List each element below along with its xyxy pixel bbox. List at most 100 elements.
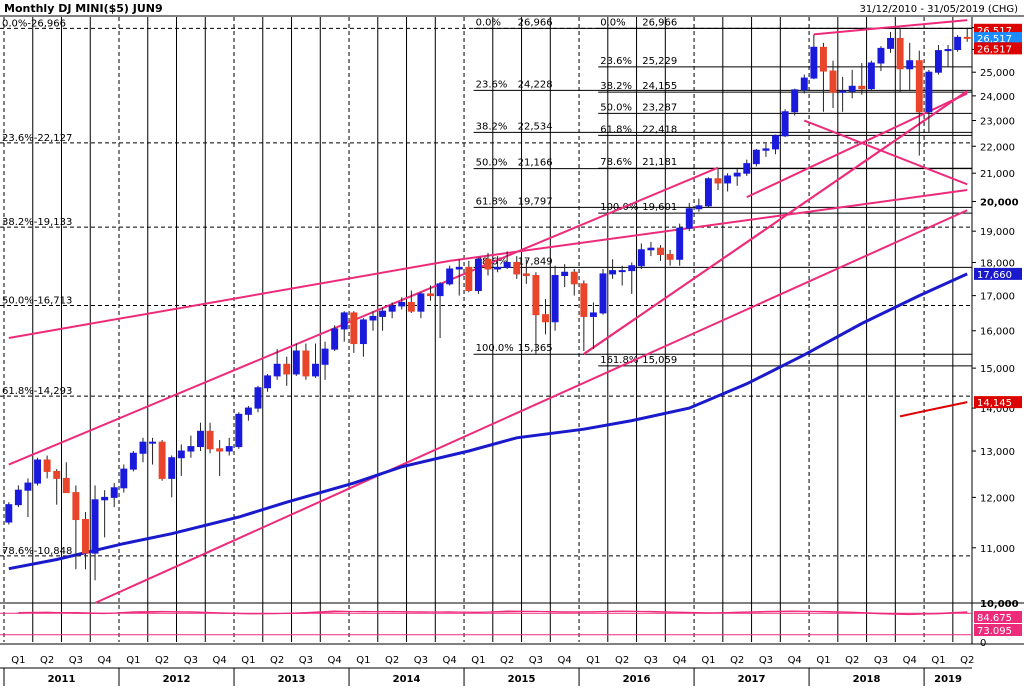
candle-body <box>657 247 664 256</box>
candle-body <box>589 312 597 317</box>
quarter-label: Q1 <box>126 655 140 666</box>
osc-badge-b-box <box>974 624 1022 636</box>
trendline <box>8 259 450 340</box>
fib-level-pct: 61.8% <box>476 196 508 207</box>
fib-level-value: 25,229 <box>642 56 677 67</box>
candle-body <box>417 293 425 312</box>
candle-body <box>5 504 13 523</box>
fib-level-value: 15,365 <box>518 343 553 354</box>
fib-level-pct: 100.0% <box>600 202 638 213</box>
candle-body <box>896 37 904 70</box>
quarter-label: Q4 <box>558 655 572 666</box>
candle-body <box>206 430 214 450</box>
candle-body <box>580 283 588 317</box>
quarter-label: Q3 <box>759 655 773 666</box>
candle-body <box>474 258 482 292</box>
candle-body <box>72 492 80 521</box>
fib-level-pct: 0.0% <box>600 17 625 28</box>
candle-body <box>877 47 885 64</box>
fib-level-value: 19,601 <box>642 202 677 213</box>
fib-level-label: 61.8%-14,293 <box>2 386 72 397</box>
candle-body <box>858 85 866 90</box>
candle-body <box>34 459 42 484</box>
candle-body <box>427 293 434 297</box>
candle-body <box>666 254 674 260</box>
y-tick-label: 14,000 <box>980 404 1015 415</box>
candle-body <box>867 62 875 90</box>
quarter-label: Q3 <box>299 655 313 666</box>
fib-level-pct: 50.0% <box>476 158 508 169</box>
quarter-label: Q3 <box>184 655 198 666</box>
x-axis: Q1 Q2 Q3 Q4 Q1 Q2 Q3 Q4 Q1 Q2 Q3 Q4 Q1 Q2 Q3 Q4 Q1 Q2 Q3 Q4… <box>0 655 974 686</box>
quarter-label: Q3 <box>529 655 543 666</box>
fib-level-value: 17,849 <box>518 256 553 267</box>
fib-level-pct: 61.8% <box>600 124 632 135</box>
y-tick-label: 25,000 <box>980 68 1015 79</box>
candle-body <box>331 328 339 350</box>
y-tick-label: 19,000 <box>980 227 1015 238</box>
price-badge-label: 26,517 <box>977 44 1012 55</box>
candle-body <box>91 499 99 554</box>
candle-body <box>436 283 444 297</box>
year-label: 2019 <box>934 674 962 685</box>
quarter-label: Q1 <box>356 655 370 666</box>
fib-level-value: 22,418 <box>642 124 677 135</box>
price-badge-label: 26,517 <box>977 26 1012 37</box>
quarter-label: Q2 <box>500 655 514 666</box>
candle-body <box>321 348 329 365</box>
price-badge-box <box>974 267 1022 280</box>
fib-level-value: 26,966 <box>518 17 553 28</box>
candle-body <box>101 496 109 501</box>
y-tick-label: 20,000 <box>980 197 1019 208</box>
candle-body <box>810 46 818 79</box>
y-tick-label: 15,000 <box>980 364 1015 375</box>
quarter-label: Q4 <box>98 655 112 666</box>
candle-body <box>177 450 185 459</box>
candle-body <box>379 310 387 317</box>
candles <box>5 28 971 581</box>
quarter-label: Q4 <box>903 655 917 666</box>
candle-body <box>628 265 636 272</box>
candle-body <box>407 301 415 312</box>
y-tick-label: 24,000 <box>980 92 1015 103</box>
fib-level-value: 21,166 <box>518 158 553 169</box>
quarter-label: Q1 <box>816 655 830 666</box>
fib-level-value: 23,287 <box>642 102 677 113</box>
candle-body <box>225 446 233 452</box>
candle-body <box>522 273 530 277</box>
candle-body <box>350 312 358 345</box>
candle-body <box>197 430 204 448</box>
quarter-label: Q4 <box>328 655 342 666</box>
candle-body <box>772 135 779 150</box>
year-label: 2012 <box>163 674 191 685</box>
candle-body <box>839 90 847 93</box>
fib-level-pct: 23.6% <box>476 79 508 90</box>
year-label: 2015 <box>508 674 536 685</box>
candle-body <box>503 262 511 268</box>
candle-body <box>302 350 310 377</box>
candle-body <box>14 489 22 506</box>
candle-body <box>954 36 962 50</box>
year-label: 2011 <box>48 674 76 685</box>
candle-body <box>934 50 942 73</box>
candle-body <box>829 70 837 93</box>
fib-level-value: 15,059 <box>642 355 677 366</box>
year-label: 2018 <box>853 674 881 685</box>
quarter-label: Q1 <box>586 655 600 666</box>
quarter-label: Q2 <box>615 655 629 666</box>
candle-body <box>120 468 128 489</box>
date-range: 31/12/2010 - 31/05/2019 (CHG) <box>860 4 1019 15</box>
candle-body <box>312 363 319 377</box>
fib-level-pct: 38.2% <box>600 81 632 92</box>
trendline <box>8 166 719 466</box>
candle-body <box>704 178 712 207</box>
quarter-label: Q3 <box>69 655 83 666</box>
quarter-label: Q2 <box>155 655 169 666</box>
candle-body <box>340 312 348 330</box>
y-tick-label: 16,000 <box>980 327 1015 338</box>
quarter-label: Q2 <box>845 655 859 666</box>
candle-body <box>494 266 502 270</box>
candle-body <box>446 268 454 285</box>
candle-body <box>43 459 51 472</box>
